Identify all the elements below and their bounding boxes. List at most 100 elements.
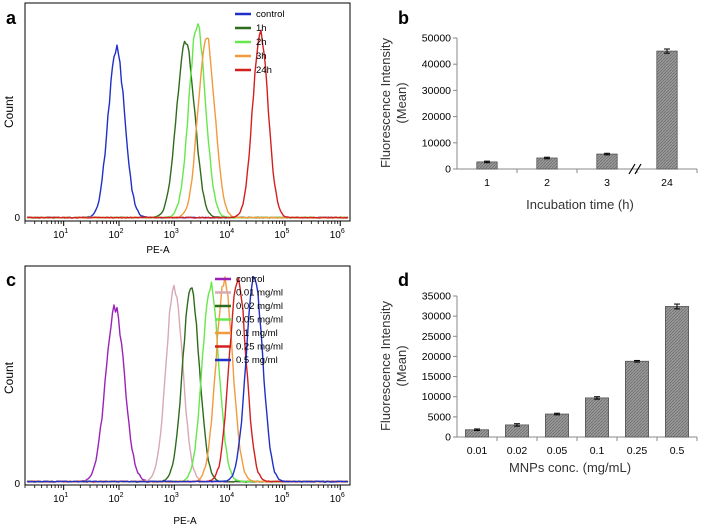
category-label: 0.1 [590, 445, 605, 457]
legend-label: 0.5 mg/ml [236, 355, 278, 366]
y-tick-label: 0 [445, 164, 451, 176]
plot-frame-c [24, 265, 351, 486]
bars-d [464, 303, 690, 438]
y-tick-label: 50000 [422, 33, 451, 45]
bar-0.25 [625, 360, 650, 438]
legend-label: 0.25 mg/ml [236, 342, 283, 353]
category-label: 24 [661, 177, 673, 189]
histogram-curve-2h [26, 23, 349, 219]
histogram-curve-0-02-mg-ml [26, 287, 349, 483]
bar-0.1 [585, 397, 610, 438]
legend-label: 3h [256, 51, 267, 62]
bar-chart-panel-d: 0 5000 10000 15000 20000 25000 30000 35000 0.01… [378, 291, 698, 475]
y-tick-label: 25000 [422, 331, 451, 343]
y-tick-label: 30000 [422, 311, 451, 323]
y-tick-label: 15000 [422, 371, 451, 383]
bar-chart-panel-b: 0 10000 20000 30000 40000 50000 1 2 3 24 Fluores… [378, 33, 698, 212]
legend-c: control 0.01 mg/ml 0.02 mg/ml 0.05 mg/ml 0.1… [215, 274, 283, 366]
category-label: 2 [544, 177, 550, 189]
x-tick-label: 106 [330, 492, 345, 505]
x-axis-ticks-c: 101 102 103 104 105 106 [24, 485, 345, 505]
x-tick-label: 102 [108, 492, 123, 505]
panel-letter-d: d [398, 270, 409, 290]
x-tick-label: 103 [164, 228, 179, 241]
x-axis-ticks-a: 101 102 103 104 105 106 [24, 221, 345, 241]
bar-3 [596, 153, 618, 170]
x-axis-label-d: MNPs conc. (mg/mL) [509, 460, 631, 475]
histogram-curve-control [26, 304, 349, 483]
category-label: 0.01 [467, 445, 488, 457]
histogram-panel-a: 101 102 103 104 105 106 0 Count PE-A control 1… [2, 2, 351, 256]
y-tick-label: 10000 [422, 137, 451, 149]
bar-0.5 [665, 306, 690, 438]
x-tick-label: 104 [219, 228, 234, 241]
bar-2 [536, 157, 558, 170]
bar-0.02 [504, 424, 529, 438]
y-axis-label-d-line1: Fluorescence Intensity [378, 300, 393, 431]
category-label: 0.5 [670, 445, 685, 457]
x-tick-label: 105 [274, 492, 289, 505]
histogram-curve-0-01-mg-ml [26, 284, 349, 483]
legend-label: 0.02 mg/ml [236, 301, 283, 312]
y-tick-label: 35000 [422, 291, 451, 303]
plot-frame-a [24, 2, 351, 222]
legend-a: control 1h 2h 3h 24h [235, 9, 285, 76]
y-zero-label-c: 0 [14, 479, 20, 490]
x-axis-label-a: PE-A [146, 245, 170, 256]
y-zero-label-a: 0 [14, 213, 20, 224]
x-tick-label: 102 [108, 228, 123, 241]
category-labels-b: 1 2 3 24 [484, 177, 673, 189]
y-tick-label: 10000 [422, 391, 451, 403]
axis-break-mark [628, 163, 636, 175]
y-axis-ticks-d: 0 5000 10000 15000 20000 25000 30000 35000 [422, 291, 698, 444]
y-axis-label-b-line1: Fluorescence Intensity [378, 37, 393, 168]
histogram-curve-control [27, 44, 349, 219]
x-tick-label: 106 [330, 228, 345, 241]
legend-label: 0.1 mg/ml [236, 328, 278, 339]
y-axis-label-b-line2: (Mean) [394, 82, 409, 123]
y-axis-label-a: Count [2, 95, 16, 128]
x-tick-label: 101 [53, 492, 68, 505]
legend-label: 0.05 mg/ml [236, 315, 283, 326]
category-label: 0.02 [507, 445, 528, 457]
legend-label: 0.01 mg/ml [236, 288, 283, 299]
x-tick-label: 101 [53, 228, 68, 241]
category-label: 1 [484, 177, 490, 189]
x-axis-label-c: PE-A [173, 516, 197, 527]
histogram-curve-0-5-mg-ml [26, 276, 349, 483]
bars-b [476, 48, 678, 170]
y-axis-ticks-b: 0 10000 20000 30000 40000 50000 [422, 33, 698, 176]
bar-0.05 [545, 413, 570, 438]
y-tick-label: 20000 [422, 111, 451, 123]
legend-label: 2h [256, 37, 267, 48]
y-axis-label-d-line2: (Mean) [394, 345, 409, 386]
x-tick-label: 104 [219, 492, 234, 505]
category-label: 3 [604, 177, 610, 189]
y-tick-label: 40000 [422, 59, 451, 71]
bar-24 [656, 50, 678, 170]
axis-break-mark [634, 163, 642, 175]
y-tick-label: 5000 [428, 411, 452, 423]
histogram-curve-24h [27, 29, 349, 219]
legend-label: 24h [256, 65, 272, 76]
y-tick-label: 0 [445, 432, 451, 444]
histogram-panel-c: 101 102 103 104 105 106 0 Count PE-A control 0… [2, 265, 351, 527]
category-label: 0.25 [627, 445, 648, 457]
panel-letter-b: b [398, 8, 409, 28]
legend-label: control [236, 274, 265, 285]
x-tick-label: 105 [274, 228, 289, 241]
category-label: 0.05 [547, 445, 568, 457]
histogram-curve-0-05-mg-ml [27, 281, 349, 483]
y-tick-label: 20000 [422, 351, 451, 363]
x-axis-label-b: Incubation time (h) [526, 197, 634, 212]
x-tick-label: 103 [164, 492, 179, 505]
histogram-curves-a [26, 23, 349, 219]
legend-label: control [256, 9, 285, 20]
panel-letter-a: a [6, 8, 17, 28]
panel-letter-c: c [6, 270, 16, 290]
category-labels-d: 0.01 0.02 0.05 0.1 0.25 0.5 [467, 445, 685, 457]
legend-label: 1h [256, 23, 267, 34]
histogram-curves-c [26, 276, 349, 483]
y-tick-label: 30000 [422, 85, 451, 97]
